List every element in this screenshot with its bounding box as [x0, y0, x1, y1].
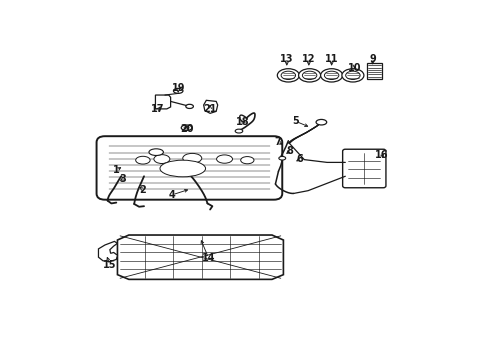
Ellipse shape: [345, 71, 360, 80]
Ellipse shape: [173, 89, 183, 93]
Ellipse shape: [186, 104, 194, 108]
Text: 11: 11: [325, 54, 339, 64]
Text: 14: 14: [202, 253, 215, 263]
Text: 18: 18: [236, 117, 249, 127]
Text: 12: 12: [302, 54, 316, 64]
Text: 4: 4: [169, 190, 175, 200]
Text: 20: 20: [180, 123, 194, 134]
Text: 6: 6: [296, 154, 303, 164]
Text: 9: 9: [369, 54, 376, 64]
Polygon shape: [155, 95, 171, 109]
Ellipse shape: [160, 160, 206, 177]
Ellipse shape: [184, 126, 189, 129]
FancyBboxPatch shape: [97, 136, 282, 200]
Ellipse shape: [217, 155, 233, 163]
Text: 1: 1: [113, 165, 120, 175]
Ellipse shape: [316, 120, 327, 125]
Ellipse shape: [154, 155, 170, 163]
Ellipse shape: [342, 69, 364, 82]
Text: 13: 13: [280, 54, 294, 64]
Text: 15: 15: [103, 260, 117, 270]
Text: 10: 10: [348, 63, 361, 73]
Ellipse shape: [302, 71, 317, 80]
Bar: [367, 63, 382, 78]
Ellipse shape: [183, 153, 202, 163]
Text: 16: 16: [375, 150, 389, 159]
Ellipse shape: [281, 71, 295, 80]
Polygon shape: [204, 100, 218, 113]
Polygon shape: [118, 235, 283, 279]
Text: 21: 21: [203, 104, 217, 114]
Text: 3: 3: [120, 174, 126, 184]
Text: 2: 2: [140, 185, 147, 194]
Ellipse shape: [277, 69, 299, 82]
Ellipse shape: [181, 125, 192, 131]
Ellipse shape: [136, 156, 150, 164]
Ellipse shape: [235, 129, 243, 133]
Text: 8: 8: [287, 146, 294, 156]
Ellipse shape: [241, 157, 254, 164]
Text: 17: 17: [151, 104, 165, 114]
Ellipse shape: [279, 157, 286, 160]
Ellipse shape: [149, 149, 163, 156]
Ellipse shape: [298, 69, 320, 82]
Ellipse shape: [324, 71, 339, 80]
Text: 5: 5: [293, 116, 299, 126]
Text: 7: 7: [274, 136, 281, 147]
Polygon shape: [98, 242, 118, 262]
Text: 19: 19: [172, 83, 185, 93]
FancyBboxPatch shape: [343, 149, 386, 188]
Ellipse shape: [320, 69, 343, 82]
